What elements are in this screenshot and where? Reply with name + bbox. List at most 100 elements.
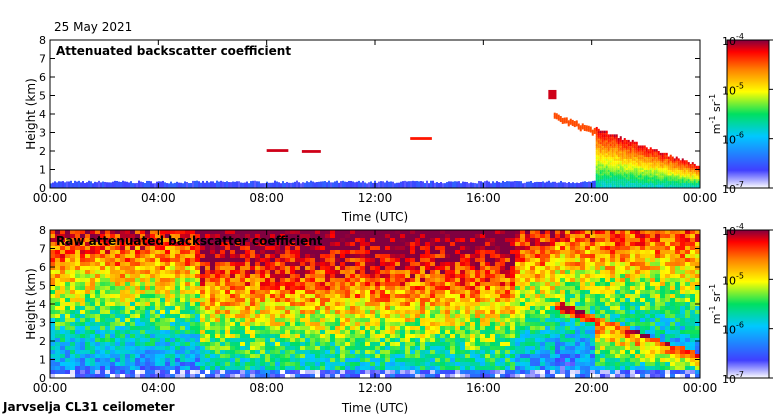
heat-cell [460, 302, 465, 306]
heat-cell [375, 286, 380, 290]
heat-cell [60, 258, 65, 262]
heat-cell [75, 346, 80, 350]
heat-cell [145, 290, 150, 294]
heat-cell [609, 149, 612, 152]
heat-cell [260, 330, 265, 334]
heat-cell [465, 374, 470, 378]
heat-cell [148, 180, 150, 188]
heat-cell [305, 362, 310, 366]
heat-cell [671, 178, 674, 182]
heat-cell [250, 266, 255, 270]
heat-cell [305, 330, 310, 334]
heat-cell [165, 350, 170, 354]
heat-cell [607, 158, 610, 161]
heat-cell [95, 330, 100, 334]
heat-cell [185, 266, 190, 270]
heat-cell [95, 234, 100, 238]
heat-cell [455, 258, 460, 262]
heat-cell [195, 370, 200, 374]
heat-cell [425, 302, 430, 306]
heat-cell [643, 176, 646, 180]
heat-cell [627, 184, 630, 187]
heat-cell [75, 330, 80, 334]
heat-cell [205, 270, 210, 274]
heat-cell [635, 160, 638, 163]
heat-cell [165, 362, 170, 366]
heat-cell [505, 358, 510, 362]
heat-cell [669, 160, 672, 163]
heat-cell [400, 346, 405, 350]
heat-cell [365, 350, 370, 354]
heat-cell [135, 362, 140, 366]
heat-cell [480, 278, 485, 282]
heat-cell [150, 326, 155, 330]
heat-cell [265, 306, 270, 310]
heat-cell [370, 278, 375, 282]
heat-cell [100, 318, 105, 322]
heat-cell [305, 338, 310, 342]
heat-cell [165, 334, 170, 338]
heat-cell [125, 374, 130, 378]
heat-cell [210, 254, 215, 258]
heat-cell [623, 167, 626, 170]
heat-cell [260, 282, 265, 286]
heat-cell [195, 306, 200, 310]
heat-cell [305, 326, 310, 330]
heat-cell [340, 282, 345, 286]
heat-cell [595, 138, 598, 141]
heat-cell [621, 158, 624, 161]
heat-cell [360, 274, 365, 278]
heat-cell [215, 234, 220, 238]
heat-cell [583, 124, 586, 128]
heat-cell [485, 274, 490, 278]
heat-cell [480, 274, 485, 278]
heat-cell [505, 246, 510, 250]
heat-cell [120, 354, 125, 358]
heat-cell [282, 181, 284, 188]
heat-cell [677, 180, 680, 183]
heat-cell [615, 134, 618, 137]
heat-cell [615, 162, 618, 165]
heat-cell [95, 274, 100, 278]
heat-cell [673, 171, 676, 174]
heat-cell [480, 374, 485, 378]
heat-cell [215, 286, 220, 290]
heat-cell [140, 282, 145, 286]
heat-cell [475, 282, 480, 286]
heat-cell [425, 350, 430, 354]
heat-cell [418, 181, 420, 188]
heat-cell [265, 346, 270, 350]
heat-cell [110, 294, 115, 298]
heat-cell [495, 334, 500, 338]
heat-cell [270, 338, 275, 342]
heat-cell [405, 254, 410, 258]
heat-cell [220, 270, 225, 274]
heat-cell [355, 358, 360, 362]
heat-cell [60, 246, 65, 250]
date-label: 25 May 2021 [54, 20, 133, 34]
heat-cell [415, 254, 420, 258]
heat-cell [190, 278, 195, 282]
heat-cell [340, 298, 345, 302]
heat-cell [310, 254, 315, 258]
heat-cell [355, 278, 360, 282]
heat-cell [280, 310, 285, 314]
heat-cell [275, 230, 280, 234]
heat-cell [65, 314, 70, 318]
heat-cell [625, 156, 628, 159]
heat-cell [285, 302, 290, 306]
heat-cell [462, 181, 464, 188]
heat-cell [50, 294, 55, 298]
heat-cell [102, 181, 104, 188]
heat-cell [165, 262, 170, 266]
heat-cell [355, 294, 360, 298]
heat-cell [105, 234, 110, 238]
heat-cell [645, 169, 648, 172]
heat-cell [603, 145, 606, 148]
heat-cell [365, 374, 370, 378]
heat-cell [440, 354, 445, 358]
heat-cell [615, 160, 618, 163]
heat-cell [285, 322, 290, 326]
heat-cell [315, 234, 320, 238]
heat-cell [607, 176, 610, 180]
